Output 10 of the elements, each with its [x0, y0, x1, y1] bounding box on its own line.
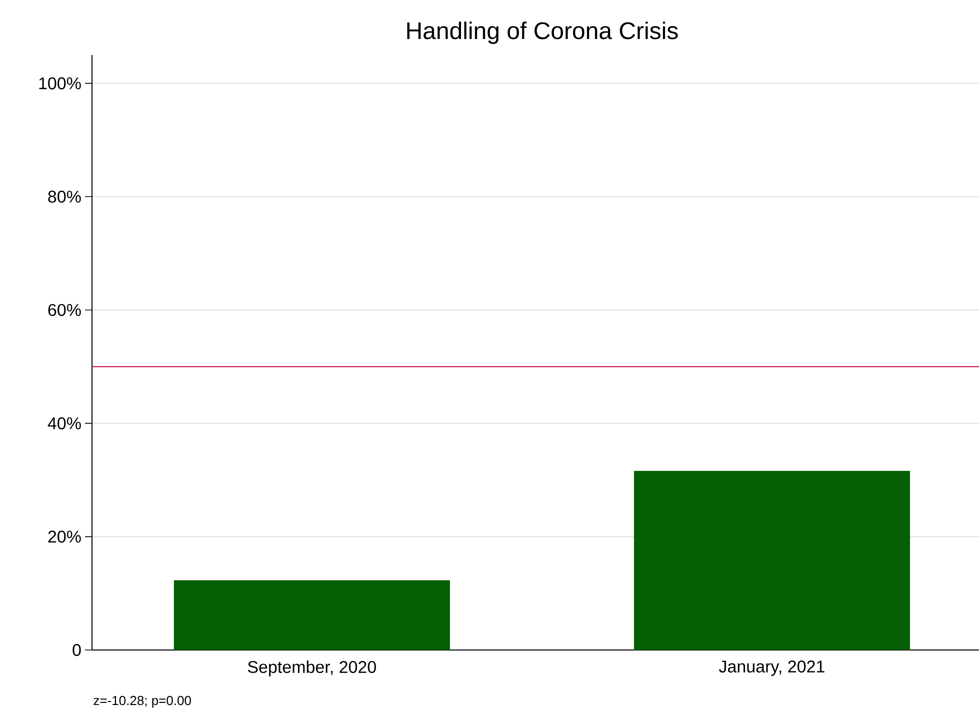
y-tick-label: 60%: [48, 304, 81, 316]
chart-title: Handling of Corona Crisis: [407, 22, 678, 44]
y-tick-label: 100%: [39, 77, 81, 90]
x-tick-label: January, 2021: [719, 660, 824, 676]
text: z=-10.28; p=0.00: [94, 696, 191, 708]
y-tick-label: 20%: [48, 530, 81, 543]
x-tick-label: September, 2020: [248, 660, 376, 676]
y-tick-label: 40%: [48, 417, 81, 430]
y-tick-label: 0: [72, 644, 81, 656]
y-tick-label: 80%: [48, 190, 81, 203]
